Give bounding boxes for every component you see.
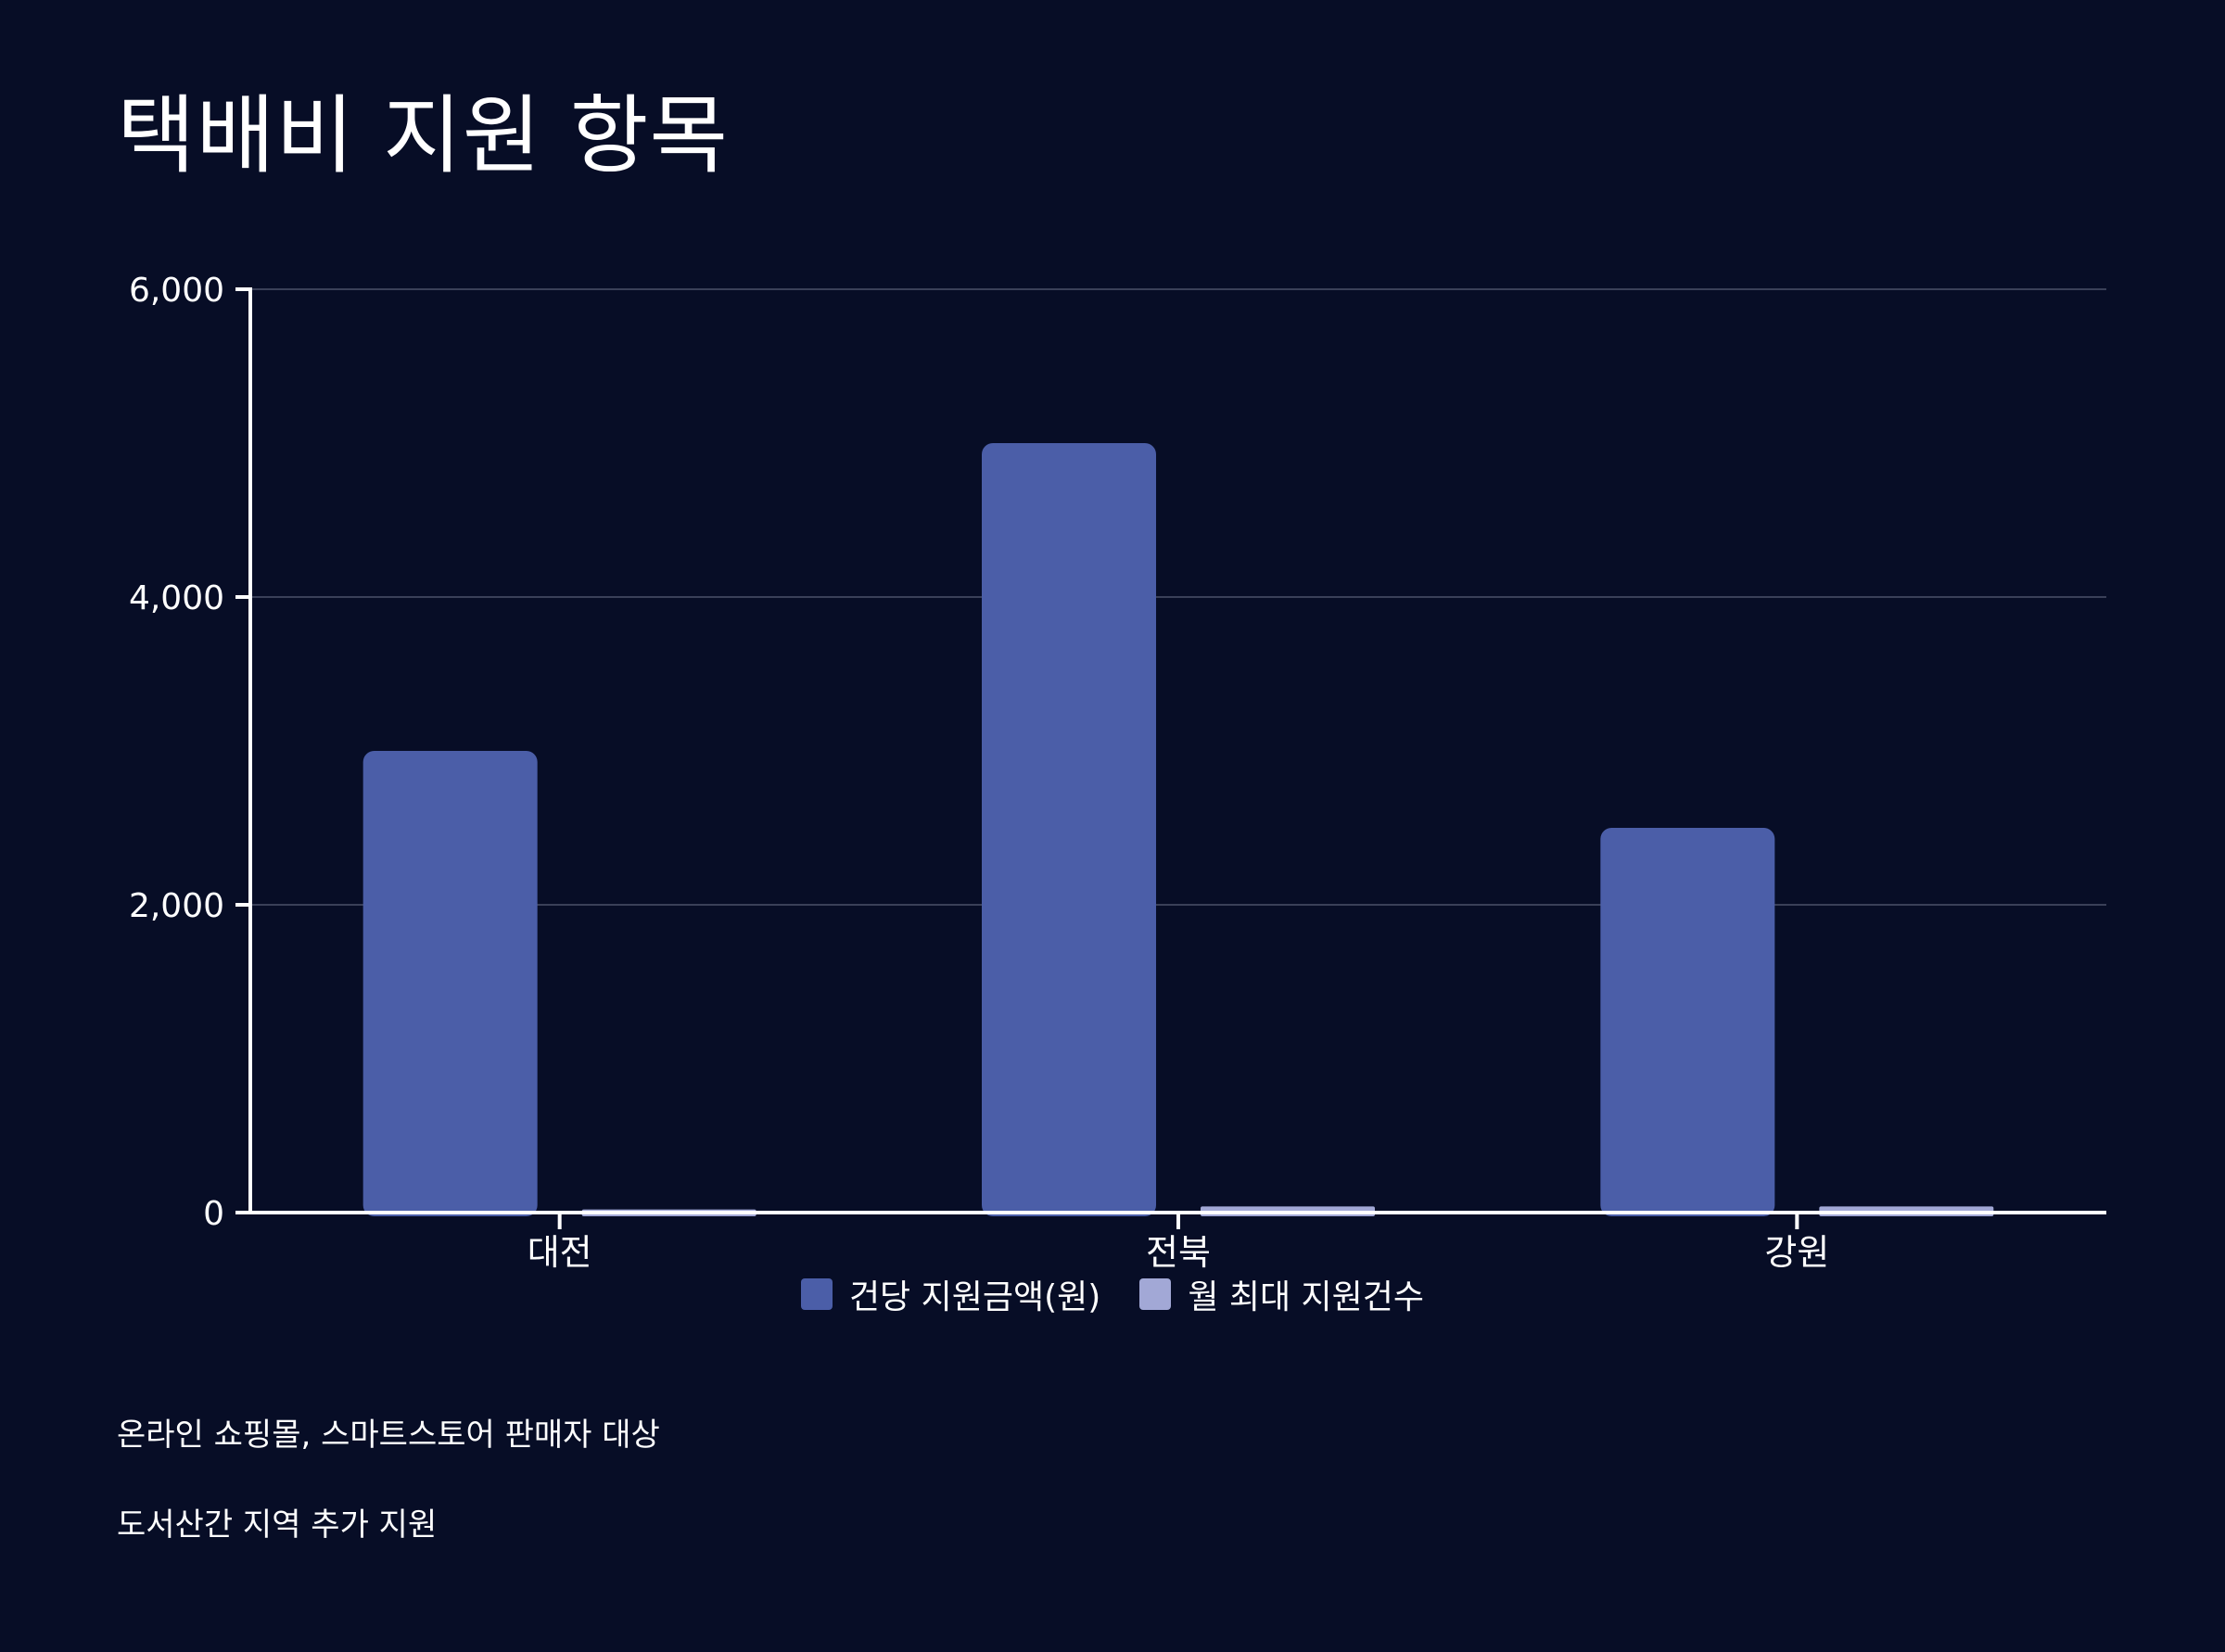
x-tick-label: 전북 — [1146, 1232, 1211, 1273]
legend: 건당 지원금액(원) 월 최대 지원건수 — [0, 1270, 2225, 1318]
note-2: 도서산간 지역 추가 지원 — [117, 1506, 438, 1544]
legend-item-series-1: 건당 지원금액(원) — [800, 1270, 1101, 1318]
note-1: 온라인 쇼핑몰, 스마트스토어 판매자 대상 — [117, 1417, 660, 1454]
x-tick-label: 대전 — [528, 1232, 592, 1273]
notes: 온라인 쇼핑몰, 스마트스토어 판매자 대상 도서산간 지역 추가 지원 — [117, 1417, 660, 1596]
bars — [362, 443, 1994, 1216]
legend-label-series-2: 월 최대 지원건수 — [1188, 1278, 1425, 1316]
legend-swatch-series-1 — [800, 1278, 833, 1310]
axes — [235, 287, 2106, 1229]
bar-1-2 — [982, 443, 1156, 1216]
x-tick-label: 강원 — [1764, 1232, 1829, 1273]
legend-label-series-1: 건당 지원금액(원) — [848, 1278, 1101, 1316]
y-tick-label: 4,000 — [129, 579, 224, 617]
axis-labels: 0 2,000 4,000 6,000 대전 전북 강원 — [129, 272, 1829, 1273]
legend-swatch-series-2 — [1139, 1278, 1172, 1310]
y-tick-label: 0 — [203, 1195, 224, 1233]
y-tick-label: 6,000 — [129, 272, 224, 310]
chart-title: 택배비 지원 항목 — [117, 86, 729, 185]
bar-1-3 — [1600, 828, 1775, 1216]
bar-1-1 — [362, 751, 538, 1216]
grid-lines — [250, 288, 2106, 906]
y-tick-label: 2,000 — [129, 887, 224, 925]
legend-item-series-2: 월 최대 지원건수 — [1139, 1270, 1424, 1318]
